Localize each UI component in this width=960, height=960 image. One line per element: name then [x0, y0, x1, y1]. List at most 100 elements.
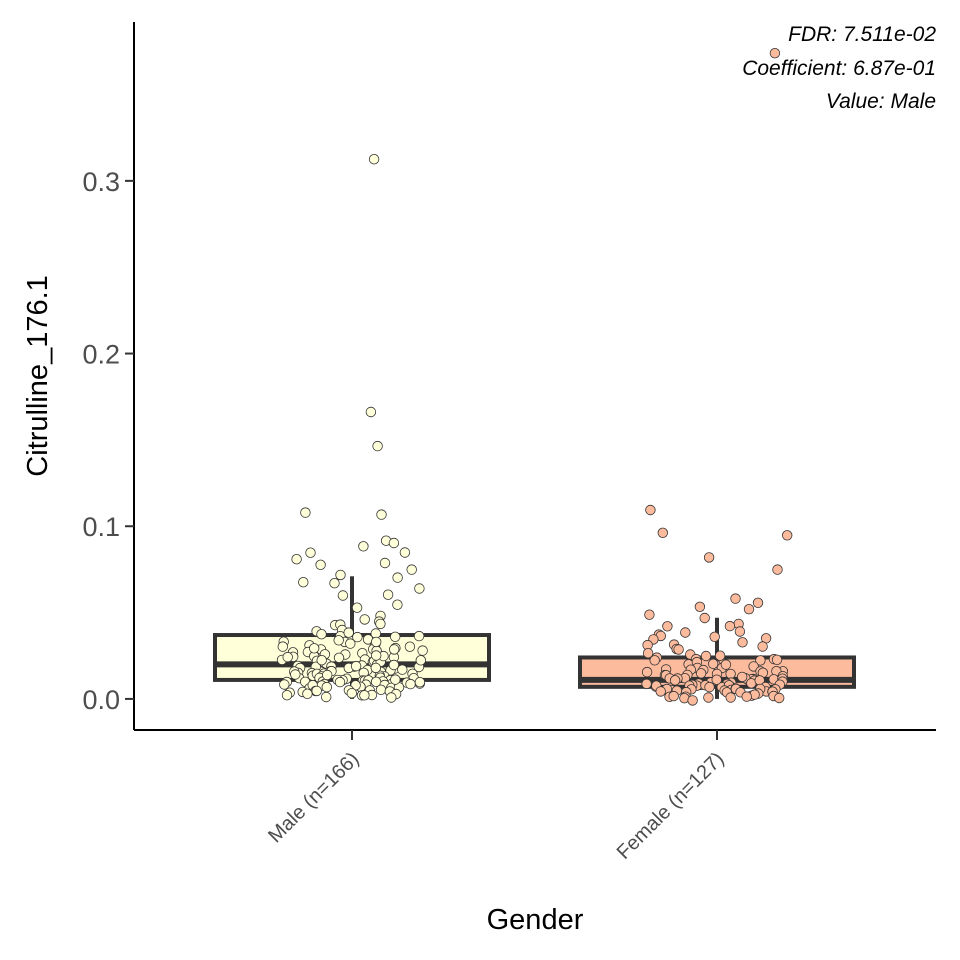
data-point [316, 629, 327, 640]
data-point [279, 679, 290, 690]
data-point [335, 569, 346, 581]
data-point [359, 614, 370, 625]
data-point [333, 635, 344, 646]
data-point [345, 638, 356, 649]
data-point [343, 627, 354, 638]
plot-marks [213, 48, 856, 706]
data-point [752, 597, 764, 609]
data-point [413, 630, 425, 642]
data-point [782, 530, 793, 541]
data-point [415, 655, 427, 666]
data-point [741, 691, 752, 702]
data-point [771, 654, 783, 666]
data-point [700, 650, 712, 662]
data-point [277, 641, 289, 652]
data-point [769, 48, 781, 59]
data-point [720, 659, 732, 670]
data-point [371, 636, 382, 648]
data-point [734, 626, 746, 637]
data-point [414, 677, 426, 688]
data-point [291, 554, 302, 565]
data-point [351, 602, 363, 613]
data-point [305, 547, 316, 558]
x-axis-title: Gender [487, 904, 584, 936]
data-point [389, 644, 400, 655]
data-point [417, 645, 428, 656]
data-point [390, 631, 401, 643]
data-point [405, 678, 416, 690]
data-point [375, 684, 387, 696]
y-tick-label: 0.2 [82, 340, 120, 370]
data-point [737, 637, 748, 648]
data-point [382, 589, 394, 600]
data-point [737, 671, 748, 683]
data-point [371, 650, 382, 661]
data-point [699, 612, 710, 624]
data-point [641, 666, 653, 678]
y-tick-label: 0.3 [82, 167, 120, 197]
data-point [695, 668, 707, 679]
data-point [755, 655, 766, 666]
data-point [714, 650, 726, 661]
data-point [725, 692, 736, 703]
data-point [388, 537, 400, 549]
y-axis-ticks: 0.0 0.1 0.2 0.3 [82, 167, 134, 715]
data-point [703, 692, 714, 703]
data-point [282, 651, 293, 663]
data-point [397, 664, 408, 675]
data-point [641, 678, 652, 690]
data-point [358, 541, 369, 552]
data-point [649, 655, 660, 666]
data-point [368, 153, 380, 165]
data-point [730, 593, 741, 604]
data-point [725, 668, 736, 680]
data-point [774, 692, 785, 704]
data-point [642, 648, 654, 659]
data-point [757, 641, 768, 652]
data-point [399, 547, 411, 558]
data-point [390, 674, 401, 685]
data-point [687, 695, 698, 706]
data-point [644, 609, 655, 620]
data-point [645, 504, 656, 516]
data-point [704, 681, 715, 693]
value-annotation: Value: Male [826, 90, 936, 113]
data-point [321, 691, 332, 703]
data-point [281, 690, 293, 701]
data-point [386, 692, 397, 703]
data-point [694, 601, 706, 613]
data-point [392, 572, 403, 583]
data-point [346, 688, 358, 699]
data-point [298, 577, 309, 588]
data-point [315, 559, 326, 571]
data-point [743, 604, 755, 615]
data-point [302, 688, 313, 700]
x-tick-label: Male (n=166) [264, 748, 363, 847]
data-point [703, 552, 715, 563]
data-point [388, 659, 400, 671]
data-point [379, 557, 391, 569]
data-point [321, 681, 333, 693]
data-point [376, 509, 387, 520]
data-point [352, 631, 363, 643]
x-axis-ticks: Male (n=166) Female (n=127) [264, 730, 729, 864]
data-point [669, 675, 681, 686]
data-point [662, 621, 673, 632]
data-point [657, 527, 669, 539]
data-point [290, 669, 301, 680]
data-point [334, 676, 346, 688]
y-tick-label: 0.0 [82, 685, 120, 715]
data-point [406, 564, 417, 575]
data-point [414, 583, 425, 594]
data-point [372, 440, 383, 452]
data-point [329, 578, 340, 589]
data-point [709, 631, 720, 643]
data-point [309, 643, 320, 654]
data-point [392, 599, 403, 610]
data-point [350, 660, 362, 672]
data-point [708, 658, 719, 670]
data-point [673, 644, 684, 655]
fdr-annotation: FDR: 7.511e-02 [788, 23, 936, 46]
y-tick-label: 0.1 [82, 512, 120, 542]
data-point [337, 590, 349, 601]
